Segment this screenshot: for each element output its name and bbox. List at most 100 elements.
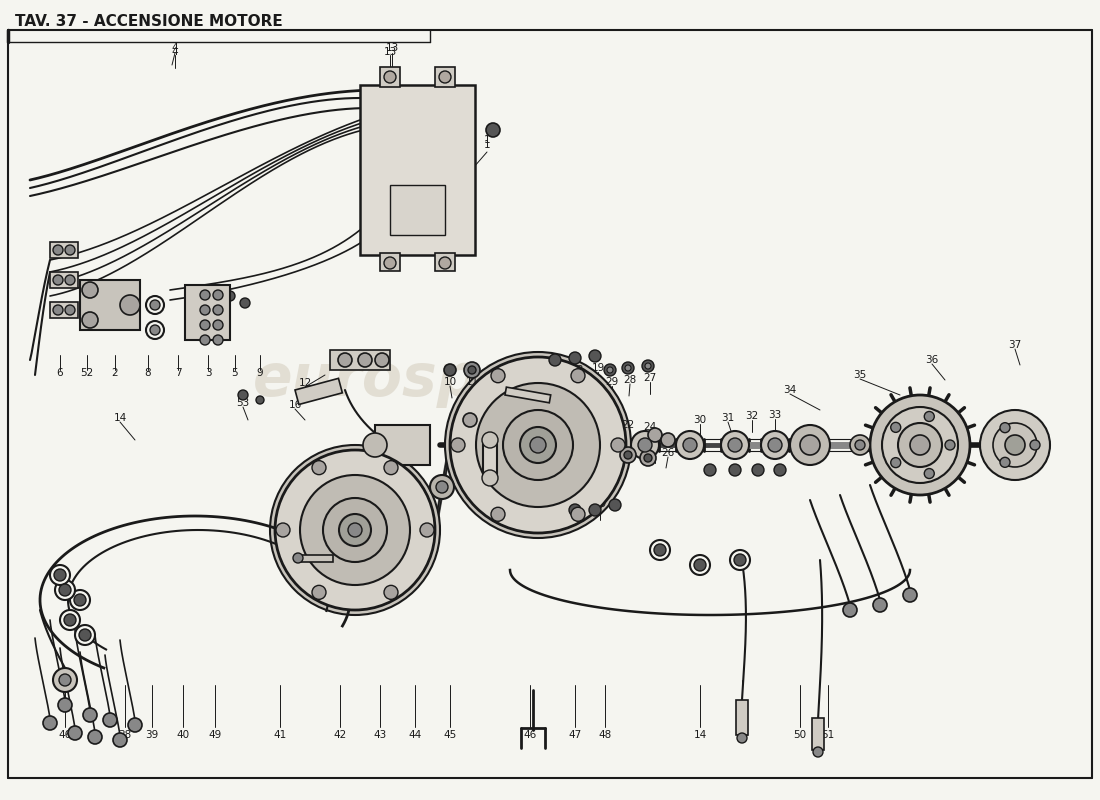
Bar <box>379 67 400 87</box>
Circle shape <box>924 411 934 422</box>
Circle shape <box>60 610 80 630</box>
Circle shape <box>768 438 782 452</box>
Circle shape <box>729 464 741 476</box>
Circle shape <box>120 295 140 315</box>
Text: TAV. 37 - ACCENSIONE MOTORE: TAV. 37 - ACCENSIONE MOTORE <box>15 14 283 30</box>
Text: 20: 20 <box>292 541 305 551</box>
Text: 9: 9 <box>256 368 263 378</box>
Circle shape <box>520 427 556 463</box>
Circle shape <box>1005 435 1025 455</box>
Text: 46: 46 <box>58 730 72 740</box>
Text: 53: 53 <box>236 398 250 408</box>
Text: 2: 2 <box>112 368 119 378</box>
Circle shape <box>210 303 220 313</box>
Bar <box>298 555 333 562</box>
Circle shape <box>312 461 326 474</box>
Text: 19: 19 <box>593 499 606 509</box>
Bar <box>736 700 748 735</box>
Circle shape <box>213 335 223 345</box>
Circle shape <box>439 71 451 83</box>
Circle shape <box>55 580 75 600</box>
Circle shape <box>648 428 662 442</box>
Circle shape <box>571 507 585 522</box>
Circle shape <box>348 523 362 537</box>
Circle shape <box>82 282 98 298</box>
Circle shape <box>338 353 352 367</box>
Text: 42: 42 <box>333 730 346 740</box>
Circle shape <box>64 614 76 626</box>
Text: 38: 38 <box>119 730 132 740</box>
Text: 5: 5 <box>232 368 239 378</box>
Circle shape <box>384 586 398 599</box>
Circle shape <box>624 451 632 459</box>
Circle shape <box>200 305 210 315</box>
Circle shape <box>800 435 820 455</box>
Text: 33: 33 <box>769 410 782 420</box>
Bar <box>295 378 342 405</box>
Circle shape <box>150 300 160 310</box>
Text: 36: 36 <box>925 355 938 365</box>
Circle shape <box>238 390 248 400</box>
Circle shape <box>588 350 601 362</box>
Circle shape <box>676 431 704 459</box>
Text: 18: 18 <box>571 365 584 375</box>
Text: 41: 41 <box>274 730 287 740</box>
Text: 18: 18 <box>573 501 586 511</box>
Text: 6: 6 <box>57 368 64 378</box>
Text: 14: 14 <box>736 730 749 740</box>
Circle shape <box>275 450 434 610</box>
Circle shape <box>53 275 63 285</box>
Text: 26: 26 <box>661 448 674 458</box>
Circle shape <box>50 565 70 585</box>
Text: 14: 14 <box>113 413 127 423</box>
Circle shape <box>146 296 164 314</box>
Circle shape <box>59 584 72 596</box>
Circle shape <box>482 470 498 486</box>
Circle shape <box>625 365 631 371</box>
Circle shape <box>213 290 223 300</box>
Circle shape <box>375 353 389 367</box>
Circle shape <box>898 423 942 467</box>
Text: 15: 15 <box>477 488 491 498</box>
Circle shape <box>70 590 90 610</box>
Circle shape <box>631 431 659 459</box>
Bar <box>379 253 400 271</box>
Circle shape <box>74 594 86 606</box>
Circle shape <box>1030 440 1040 450</box>
Circle shape <box>256 396 264 404</box>
Text: 13: 13 <box>384 47 397 57</box>
Text: 30: 30 <box>693 415 706 425</box>
Circle shape <box>58 698 72 712</box>
Circle shape <box>1000 422 1010 433</box>
Circle shape <box>82 708 97 722</box>
Text: 46: 46 <box>524 730 537 740</box>
Circle shape <box>300 475 410 585</box>
Text: 21: 21 <box>400 543 414 553</box>
Text: 23: 23 <box>551 498 564 508</box>
Text: 13: 13 <box>385 43 398 53</box>
Circle shape <box>339 514 371 546</box>
Text: 35: 35 <box>854 370 867 380</box>
Bar <box>80 280 140 330</box>
Circle shape <box>569 504 581 516</box>
Circle shape <box>53 245 63 255</box>
Circle shape <box>75 625 95 645</box>
Text: 7: 7 <box>175 368 182 378</box>
Circle shape <box>503 410 573 480</box>
Circle shape <box>59 674 72 686</box>
Circle shape <box>146 321 164 339</box>
Circle shape <box>850 435 870 455</box>
Circle shape <box>430 475 454 499</box>
Text: eurospare: eurospare <box>253 351 587 409</box>
Bar <box>360 85 475 255</box>
Circle shape <box>384 71 396 83</box>
Text: 25: 25 <box>648 442 661 452</box>
Text: 47: 47 <box>569 730 582 740</box>
Circle shape <box>54 569 66 581</box>
Text: 51: 51 <box>822 730 835 740</box>
Circle shape <box>644 454 652 462</box>
Text: 1: 1 <box>484 140 491 150</box>
Circle shape <box>843 603 857 617</box>
Circle shape <box>65 305 75 315</box>
Circle shape <box>1000 458 1010 467</box>
